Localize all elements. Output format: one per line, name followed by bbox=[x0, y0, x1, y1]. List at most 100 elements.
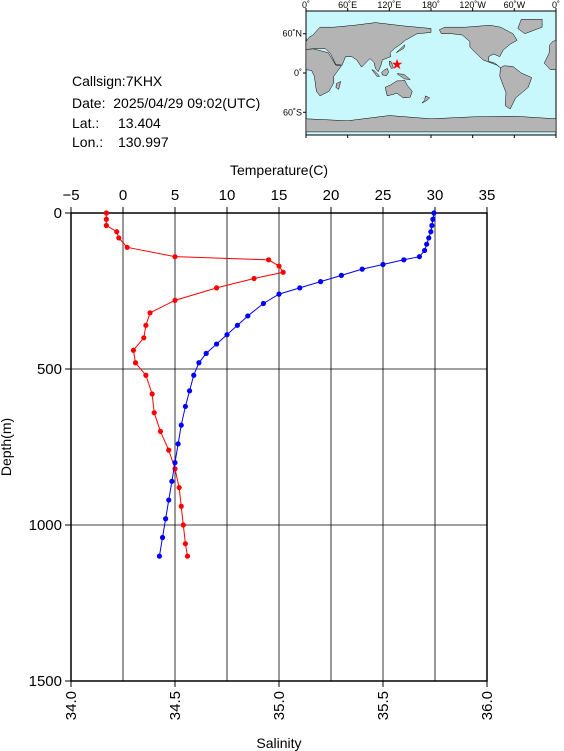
landmass-sumatra bbox=[371, 69, 381, 77]
salinity-tick-label: 34.0 bbox=[63, 691, 80, 720]
salinity-point bbox=[180, 522, 186, 528]
depth-axis-label: Depth(m) bbox=[0, 418, 14, 476]
temperature-point bbox=[426, 235, 432, 241]
map-lon-tick-label: 0˚ bbox=[552, 0, 560, 10]
salinity-point bbox=[172, 297, 178, 303]
temperature-point bbox=[422, 247, 428, 254]
temperature-axis-ticks: −5 0 5 10 15 20 25 30 35 bbox=[62, 187, 495, 213]
salinity-point bbox=[130, 347, 136, 353]
depth-tick-label: 500 bbox=[37, 361, 62, 378]
salinity-point bbox=[182, 541, 188, 547]
salinity-point bbox=[143, 372, 149, 378]
salinity-point bbox=[176, 484, 182, 491]
temperature-point bbox=[156, 553, 162, 559]
landmass-new-guinea bbox=[396, 73, 411, 80]
salinity-tick-label: 35.0 bbox=[271, 691, 288, 720]
temperature-point bbox=[172, 460, 178, 466]
salinity-point bbox=[116, 235, 122, 241]
salinity-point bbox=[151, 410, 157, 416]
temperature-point bbox=[175, 441, 181, 447]
landmass-south-america bbox=[499, 65, 533, 110]
lon-value: 130.997 bbox=[118, 134, 169, 150]
salinity-point bbox=[141, 335, 147, 341]
map-lon-tick-label: 120˚E bbox=[377, 0, 401, 10]
landmass-japan bbox=[396, 44, 406, 53]
landmass-philippines bbox=[389, 60, 394, 69]
salinity-tick-label: 34.5 bbox=[167, 691, 184, 720]
temperature-point bbox=[224, 332, 230, 338]
salinity-point bbox=[103, 216, 109, 222]
salinity-point bbox=[184, 553, 191, 559]
temperature-tick-label: 10 bbox=[219, 187, 236, 204]
temperature-tick-label: 5 bbox=[171, 187, 179, 204]
landmass-uk bbox=[305, 35, 307, 41]
temperature-point bbox=[214, 341, 220, 347]
landmass-europe-asia bbox=[305, 22, 432, 73]
salinity-profile-line bbox=[105, 213, 284, 557]
temperature-point bbox=[380, 261, 386, 268]
depth-tick-label: 1500 bbox=[29, 673, 62, 690]
map-lat-tick-label: 60˚N bbox=[282, 29, 302, 39]
temperature-point bbox=[166, 497, 172, 503]
salinity-point bbox=[103, 222, 109, 229]
landmass-madagascar bbox=[335, 81, 342, 90]
landmass-greenland bbox=[517, 19, 543, 35]
map-lon-tick-label: 180˚ bbox=[422, 0, 440, 10]
temperature-point bbox=[191, 372, 197, 378]
temperature-series bbox=[156, 210, 437, 559]
lat-value: 13.404 bbox=[118, 115, 161, 131]
map-landmasses bbox=[305, 19, 557, 133]
temperature-point bbox=[245, 313, 251, 319]
temperature-point bbox=[429, 222, 435, 229]
temperature-tick-label: 30 bbox=[427, 187, 444, 204]
map-lat-tick-label: 0˚ bbox=[294, 68, 302, 78]
temperature-tick-label: −5 bbox=[62, 187, 79, 204]
temperature-point bbox=[359, 266, 365, 272]
temperature-tick-label: 15 bbox=[271, 187, 288, 204]
salinity-point bbox=[280, 269, 286, 275]
temperature-point bbox=[338, 272, 344, 278]
lon-label: Lon.: bbox=[72, 134, 104, 150]
temperature-point bbox=[428, 229, 434, 235]
landmass-australia bbox=[384, 79, 413, 99]
temperature-point bbox=[431, 210, 437, 216]
salinity-point bbox=[103, 210, 109, 216]
temperature-point bbox=[260, 300, 266, 307]
salinity-point bbox=[132, 360, 139, 366]
salinity-series bbox=[103, 210, 286, 559]
date-text: Date: 2025/04/29 09:02(UTC) bbox=[72, 95, 261, 111]
landmass-antarctica bbox=[305, 115, 557, 133]
salinity-point bbox=[149, 391, 155, 397]
depth-axis-ticks: 0 500 1000 1500 bbox=[29, 205, 71, 690]
salinity-point bbox=[166, 447, 172, 453]
temperature-tick-label: 0 bbox=[119, 187, 127, 204]
temperature-point bbox=[182, 403, 188, 410]
temperature-point bbox=[424, 241, 430, 247]
map-lon-tick-label: 60˚E bbox=[338, 0, 357, 10]
salinity-tick-label: 36.0 bbox=[479, 691, 496, 720]
lat-label: Lat.: bbox=[72, 115, 100, 131]
landmass-north-america bbox=[438, 24, 518, 68]
salinity-point bbox=[276, 263, 282, 269]
landmass-borneo bbox=[381, 68, 389, 76]
salinity-point bbox=[178, 503, 184, 509]
depth-tick-label: 0 bbox=[54, 205, 62, 222]
temperature-point bbox=[163, 516, 169, 522]
temperature-point bbox=[416, 254, 422, 260]
salinity-point bbox=[214, 285, 220, 291]
depth-tick-label: 1000 bbox=[29, 517, 62, 534]
temperature-point bbox=[318, 279, 324, 285]
map-lat-tick-label: 60˚S bbox=[283, 107, 302, 117]
temperature-point bbox=[159, 534, 166, 541]
temperature-tick-label: 25 bbox=[375, 187, 392, 204]
temperature-tick-label: 20 bbox=[323, 187, 340, 204]
temperature-point bbox=[430, 216, 436, 222]
landmass-nz bbox=[421, 95, 431, 104]
station-marker-icon: ★ bbox=[391, 56, 404, 72]
temperature-point bbox=[276, 291, 282, 297]
salinity-point bbox=[143, 322, 149, 328]
temperature-point bbox=[401, 257, 407, 263]
map-lon-tick-label: 60˚W bbox=[504, 0, 526, 10]
map-lon-tick-label: 120˚W bbox=[459, 0, 486, 10]
